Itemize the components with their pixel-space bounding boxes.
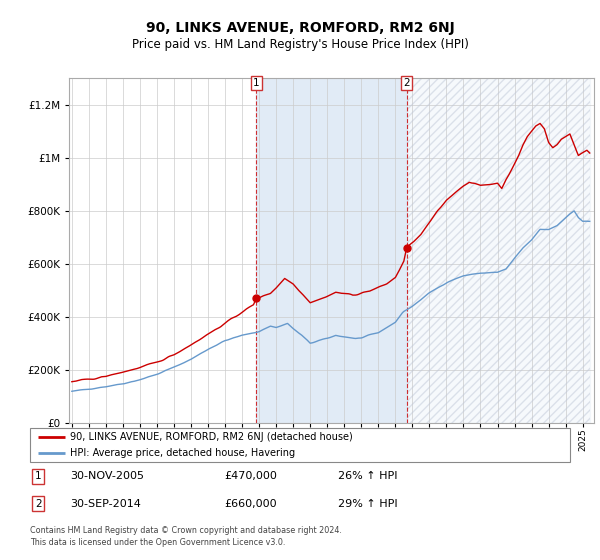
Text: £470,000: £470,000 xyxy=(224,472,277,481)
Bar xyxy=(407,78,590,423)
Text: Contains HM Land Registry data © Crown copyright and database right 2024.
This d: Contains HM Land Registry data © Crown c… xyxy=(30,526,342,547)
Text: 30-SEP-2014: 30-SEP-2014 xyxy=(71,499,142,508)
Text: £660,000: £660,000 xyxy=(224,499,277,508)
Text: 29% ↑ HPI: 29% ↑ HPI xyxy=(338,499,397,508)
Text: 30-NOV-2005: 30-NOV-2005 xyxy=(71,472,145,481)
Text: 90, LINKS AVENUE, ROMFORD, RM2 6NJ: 90, LINKS AVENUE, ROMFORD, RM2 6NJ xyxy=(146,21,454,35)
Text: 90, LINKS AVENUE, ROMFORD, RM2 6NJ (detached house): 90, LINKS AVENUE, ROMFORD, RM2 6NJ (deta… xyxy=(71,432,353,442)
Bar xyxy=(256,78,407,423)
Text: 1: 1 xyxy=(253,78,260,88)
FancyBboxPatch shape xyxy=(30,428,570,462)
Text: 2: 2 xyxy=(403,78,410,88)
Text: 1: 1 xyxy=(35,472,41,481)
Text: HPI: Average price, detached house, Havering: HPI: Average price, detached house, Have… xyxy=(71,448,296,458)
Text: 26% ↑ HPI: 26% ↑ HPI xyxy=(338,472,397,481)
Text: Price paid vs. HM Land Registry's House Price Index (HPI): Price paid vs. HM Land Registry's House … xyxy=(131,38,469,52)
Bar xyxy=(407,78,590,423)
Text: 2: 2 xyxy=(35,499,41,508)
